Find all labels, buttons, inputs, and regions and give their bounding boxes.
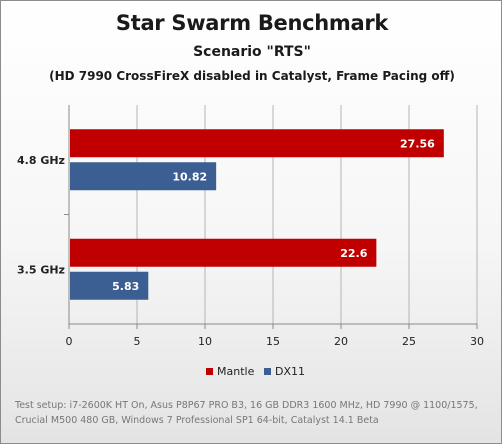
data-label: 27.56 xyxy=(400,137,435,150)
x-tick-label: 0 xyxy=(66,335,73,348)
legend-swatch-mantle xyxy=(206,368,213,375)
x-tick-label: 5 xyxy=(134,335,141,348)
x-tick-label: 25 xyxy=(402,335,416,348)
data-label: 5.83 xyxy=(112,280,139,293)
bar-mantle xyxy=(70,129,444,158)
chart-subtitle: Scenario "RTS" xyxy=(193,44,311,60)
data-label: 10.82 xyxy=(172,170,207,183)
x-tick-label: 15 xyxy=(266,335,280,348)
category-label: 4.8 GHz xyxy=(17,154,65,167)
chart-title: Star Swarm Benchmark xyxy=(115,11,389,35)
legend-label-dx11: DX11 xyxy=(275,365,305,378)
chart-subtitle-2: (HD 7990 CrossFireX disabled in Catalyst… xyxy=(49,69,455,83)
x-tick-label: 20 xyxy=(334,335,348,348)
bar-dx11 xyxy=(70,162,217,191)
legend-swatch-dx11 xyxy=(264,368,271,375)
x-tick-label: 30 xyxy=(470,335,484,348)
bar-dx11 xyxy=(70,271,149,300)
legend-label-mantle: Mantle xyxy=(217,365,255,378)
data-label: 22.6 xyxy=(340,247,367,260)
category-label: 3.5 GHz xyxy=(17,263,65,276)
bar-mantle xyxy=(70,238,377,267)
test-setup-note: Test setup: i7-2600K HT On, Asus P8P67 P… xyxy=(15,400,478,426)
x-tick-label: 10 xyxy=(198,335,212,348)
